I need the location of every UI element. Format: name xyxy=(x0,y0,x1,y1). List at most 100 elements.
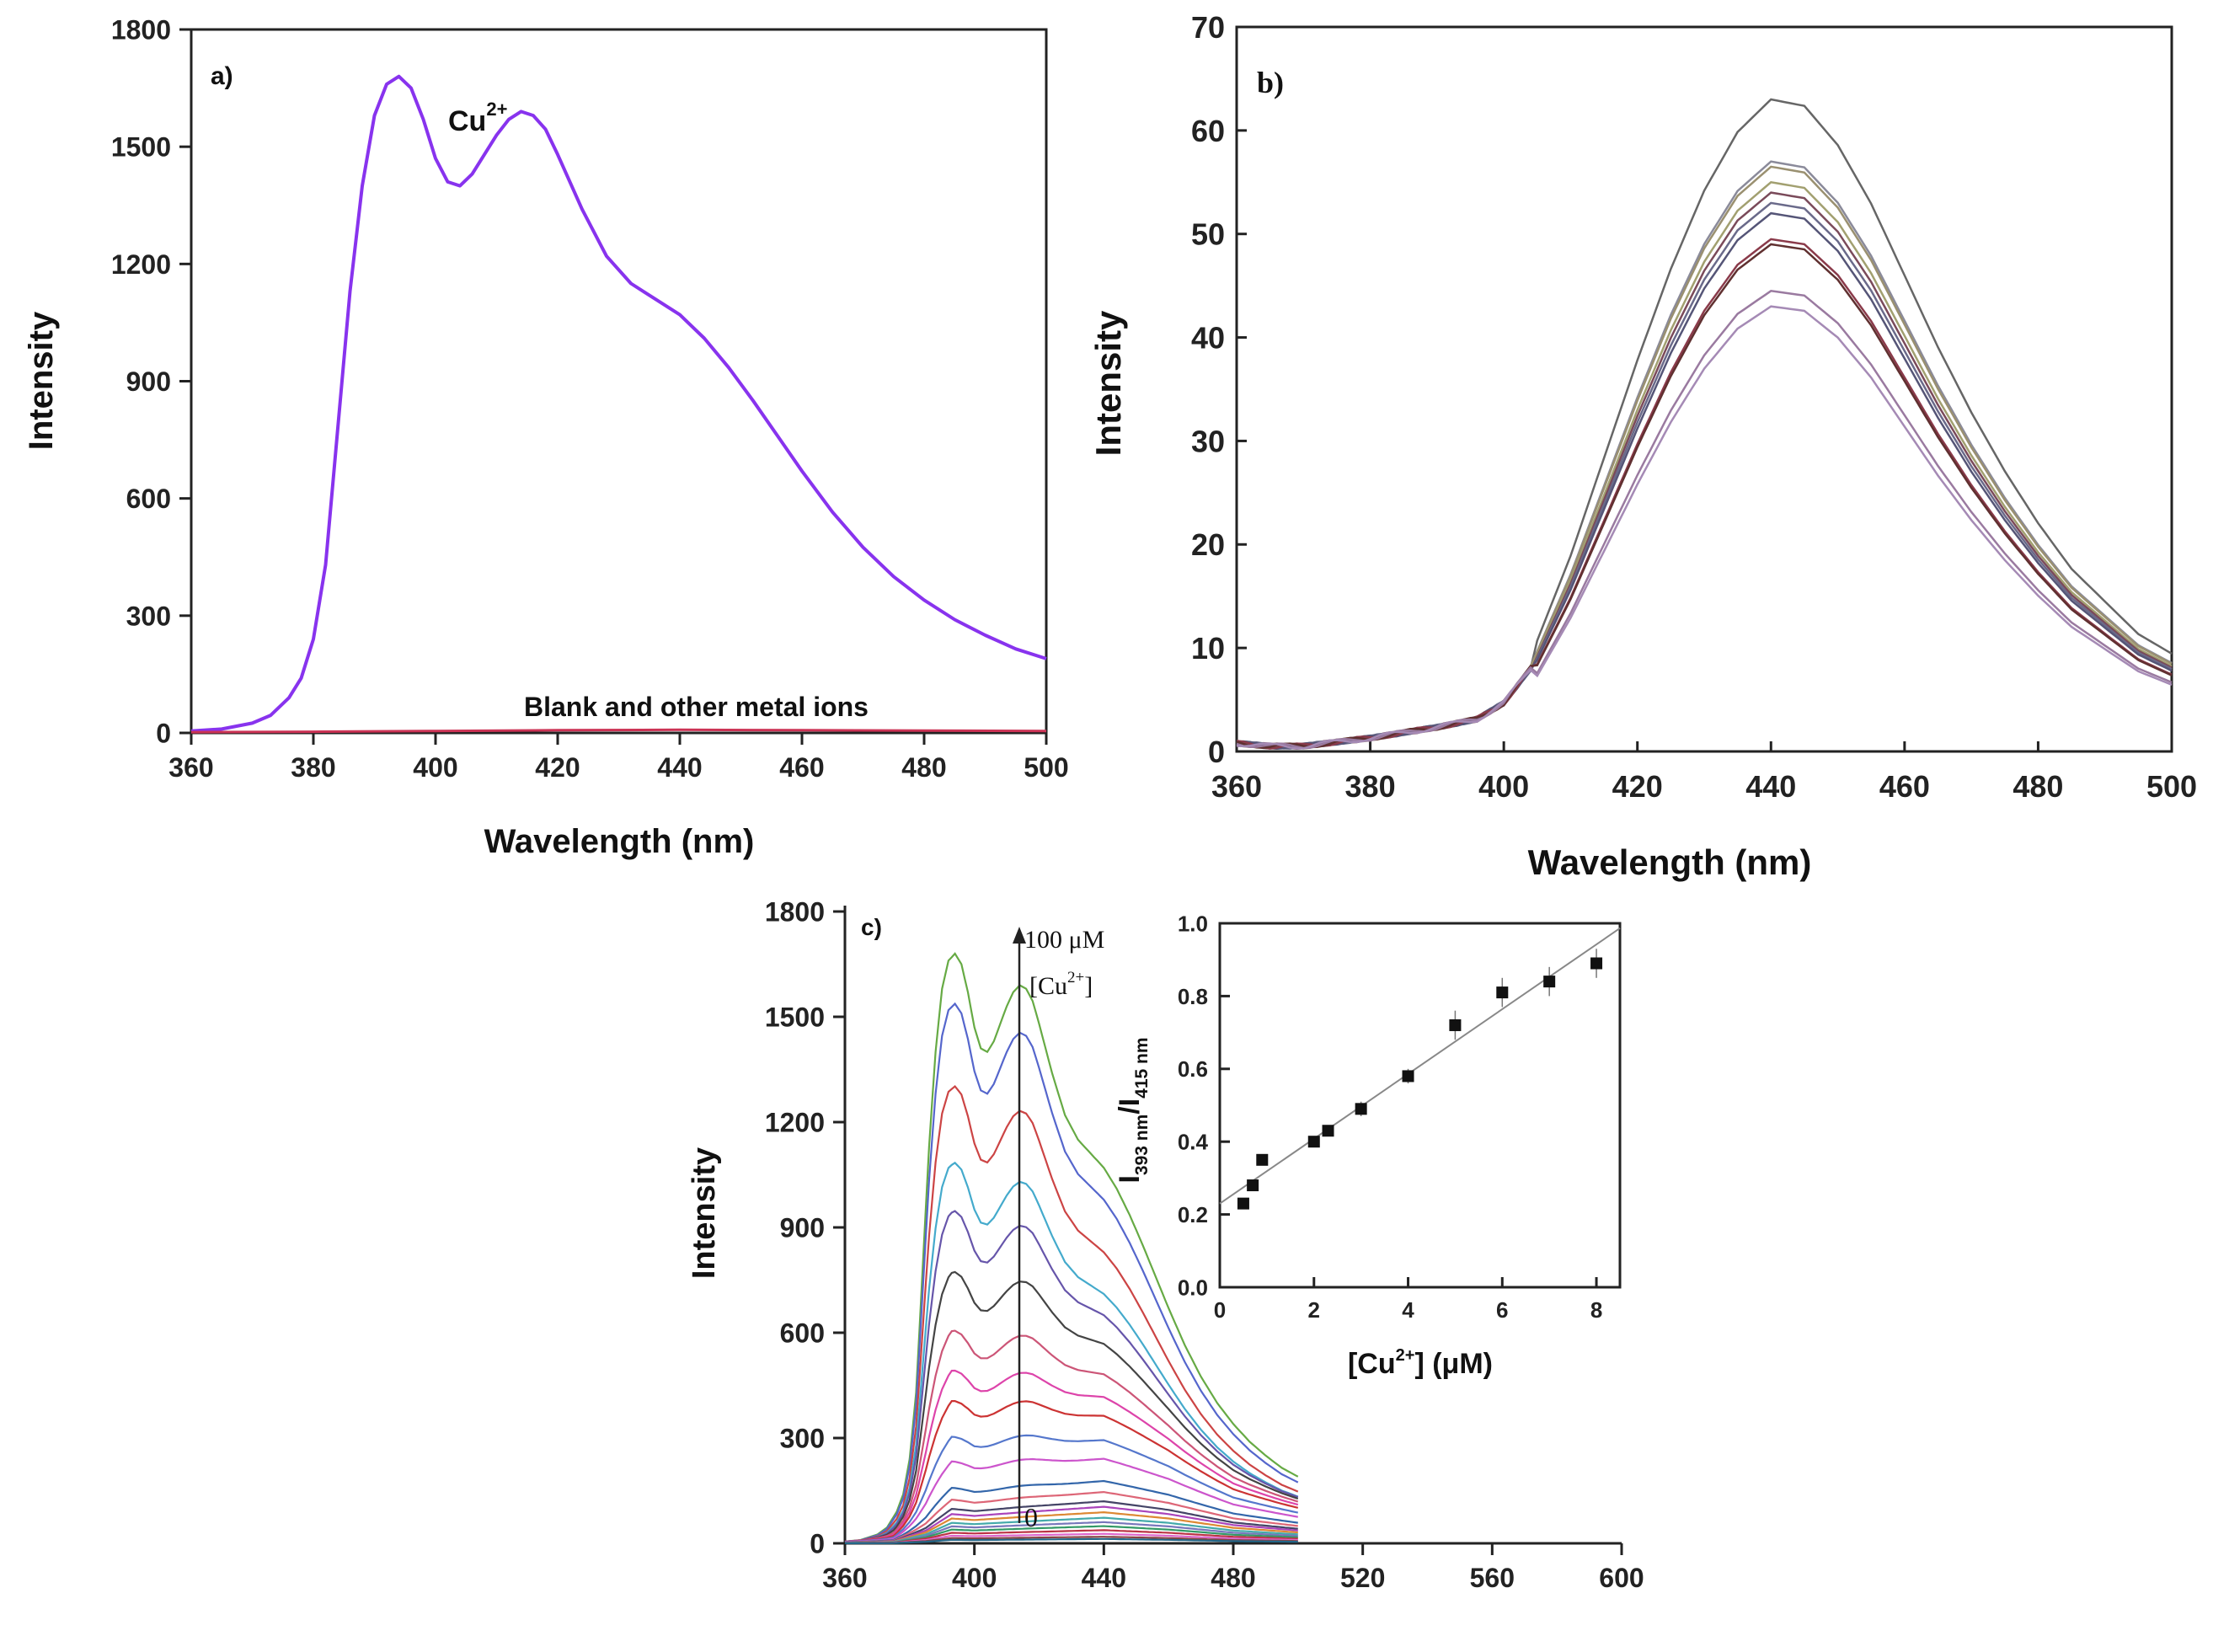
panel-a-label: a) xyxy=(211,62,233,90)
inset-data-point xyxy=(1237,1197,1249,1210)
inset-y-tick-label: 0.4 xyxy=(1178,1130,1209,1155)
panel-b-spectrum-line xyxy=(1236,289,2173,750)
inset-x-tick-label: 4 xyxy=(1402,1297,1414,1323)
panel-c-x-tick-label: 480 xyxy=(1211,1563,1255,1593)
inset-frame xyxy=(1218,922,1622,1289)
panel-c-spectrum-line xyxy=(844,1500,1298,1544)
panel-a-cu-annotation: Cu2+ xyxy=(448,99,507,137)
panel-a-blank-annotation: Blank and other metal ions xyxy=(524,692,869,722)
inset-data-point xyxy=(1322,1125,1334,1137)
panel-a-x-tick-label: 460 xyxy=(779,752,824,783)
panel-a-x-tick-label: 380 xyxy=(291,752,335,783)
panel-b-x-tick-label: 440 xyxy=(1745,769,1796,804)
panel-b-x-tick-label: 480 xyxy=(2013,769,2063,804)
panel-b-y-tick-label: 10 xyxy=(1191,631,1225,666)
inset-ticks: 0 2 4 6 8 0.0 0.2 0.4 0.6 0.8 1.0 xyxy=(1178,911,1602,1323)
panel-b-y-tick-label: 70 xyxy=(1191,10,1225,45)
inset-xlabel-unit: ] (μM) xyxy=(1414,1348,1493,1380)
inset-data-point xyxy=(1496,986,1509,999)
panel-b-y-tick-label: 40 xyxy=(1191,321,1225,356)
panel-c-x-tick-label: 440 xyxy=(1082,1563,1126,1593)
panel-a-x-tick-label: 420 xyxy=(535,752,580,783)
inset-ylabel-i1: I xyxy=(1114,1175,1146,1183)
panel-b: 360 380 400 420 440 460 480 500010203040506070 … xyxy=(1088,10,2197,882)
arrow-label-zero: 0 xyxy=(1024,1502,1038,1532)
panel-c-y-tick-label: 900 xyxy=(780,1213,825,1243)
panel-c-spectrum-line xyxy=(845,1537,1298,1544)
panel-c-spectrum-line xyxy=(844,952,1299,1542)
arrow-label-sup: 2+ xyxy=(1067,969,1084,986)
panel-a-blank-line xyxy=(190,728,1047,734)
panel-c-spectrum-line xyxy=(845,1529,1298,1544)
inset-ylabel-sub1: 393 nm xyxy=(1132,1115,1152,1175)
panel-b-x-tick-label: 500 xyxy=(2146,769,2197,804)
panel-b-x-tick-label: 460 xyxy=(1879,769,1930,804)
panel-b-x-tick-label: 420 xyxy=(1612,769,1663,804)
arrow-label-cu: [Cu2+] xyxy=(1029,969,1093,1000)
inset-ylabel-slash: /I xyxy=(1114,1099,1146,1115)
panel-c-spectrum-line xyxy=(844,1490,1298,1543)
concentration-arrowhead xyxy=(1013,927,1026,944)
arrow-label-100uM: 100 μM xyxy=(1024,926,1104,954)
inset-xlabel-bracket: [Cu xyxy=(1348,1348,1396,1380)
panel-c-spectrum-line xyxy=(844,1002,1299,1543)
panel-c-spectrum-line xyxy=(844,1521,1298,1544)
panel-c-inset: 0 2 4 6 8 0.0 0.2 0.4 0.6 0.8 1.0 [Cu2+] (μM) I393… xyxy=(1114,911,1622,1380)
inset-data-point xyxy=(1247,1179,1259,1192)
panel-b-y-tick-label: 50 xyxy=(1191,217,1225,252)
inset-data-point xyxy=(1543,976,1556,988)
panel-a-cu-line xyxy=(190,74,1047,733)
inset-xlabel-sup: 2+ xyxy=(1396,1346,1415,1365)
panel-b-spectrum-line xyxy=(1236,243,2173,749)
panel-a-x-axis-label: Wavelength (nm) xyxy=(484,823,755,860)
panel-c-spectrum-line xyxy=(845,1525,1298,1544)
inset-x-axis-label: [Cu2+] (μM) xyxy=(1348,1346,1493,1380)
panel-c-spectrum-line xyxy=(844,1434,1299,1543)
panel-c-y-tick-label: 300 xyxy=(780,1424,825,1454)
inset-data-point xyxy=(1449,1018,1462,1031)
panel-a-y-tick-label: 600 xyxy=(126,484,171,514)
panel-b-y-tick-label: 20 xyxy=(1191,527,1225,562)
panel-b-y-tick-label: 0 xyxy=(1208,735,1225,769)
arrow-label-bracket: [Cu xyxy=(1029,972,1067,1000)
panel-a-ticks: 360 380 400 420 440 460 480 500 0 300 600 900 1200 15… xyxy=(111,15,1069,783)
panel-c-spectrum-line xyxy=(844,1084,1299,1543)
panel-c-x-tick-label: 400 xyxy=(952,1563,997,1593)
panel-b-frame xyxy=(1235,25,2173,753)
panel-a-x-tick-label: 500 xyxy=(1024,752,1068,783)
panel-b-y-tick-label: 60 xyxy=(1191,114,1225,148)
arrow-label-close: ] xyxy=(1084,972,1093,1000)
panel-c-spectrum-line xyxy=(844,1510,1298,1544)
panel-a-y-tick-label: 1800 xyxy=(111,15,171,45)
panel-c-y-axis-label: Intensity xyxy=(687,1147,722,1279)
panel-a-y-tick-label: 0 xyxy=(156,719,171,749)
panel-c-x-tick-label: 600 xyxy=(1599,1563,1644,1593)
panel-a: 360 380 400 420 440 460 480 500 0 300 600 900 1200 15… xyxy=(23,15,1069,860)
panel-b-x-tick-label: 380 xyxy=(1345,769,1396,804)
inset-y-tick-label: 0.8 xyxy=(1178,984,1208,1009)
panel-b-series xyxy=(1236,98,2173,750)
inset-y-tick-label: 0.0 xyxy=(1178,1275,1208,1300)
inset-data-point xyxy=(1355,1103,1367,1115)
panel-b-spectrum-line xyxy=(1236,201,2173,750)
panel-a-y-tick-label: 900 xyxy=(126,366,171,397)
panel-c-spectrum-line xyxy=(844,1161,1299,1543)
inset-x-tick-label: 0 xyxy=(1214,1297,1226,1323)
panel-c-spectrum-line xyxy=(844,1270,1299,1542)
panel-c-spectrum-line xyxy=(844,1329,1299,1542)
panel-b-spectrum-line xyxy=(1236,98,2173,750)
panel-a-cu-sup: 2+ xyxy=(486,99,507,120)
inset-y-tick-label: 0.2 xyxy=(1178,1202,1208,1227)
panel-b-label: b) xyxy=(1257,66,1284,99)
panel-b-ticks: 360 380 400 420 440 460 480 500 0 10 20 30 40 50 60 70 xyxy=(1191,10,2197,804)
panel-b-spectrum-line xyxy=(1236,211,2173,750)
panel-a-x-tick-label: 360 xyxy=(168,752,213,783)
inset-y-tick-label: 0.6 xyxy=(1178,1056,1208,1082)
inset-y-tick-label: 1.0 xyxy=(1178,911,1208,936)
panel-b-spectrum-line xyxy=(1236,180,2173,750)
inset-data-point xyxy=(1307,1136,1320,1148)
inset-series xyxy=(1219,928,1621,1210)
panel-b-spectrum-line xyxy=(1236,238,2173,750)
panel-b-y-axis-label: Intensity xyxy=(1088,310,1128,456)
